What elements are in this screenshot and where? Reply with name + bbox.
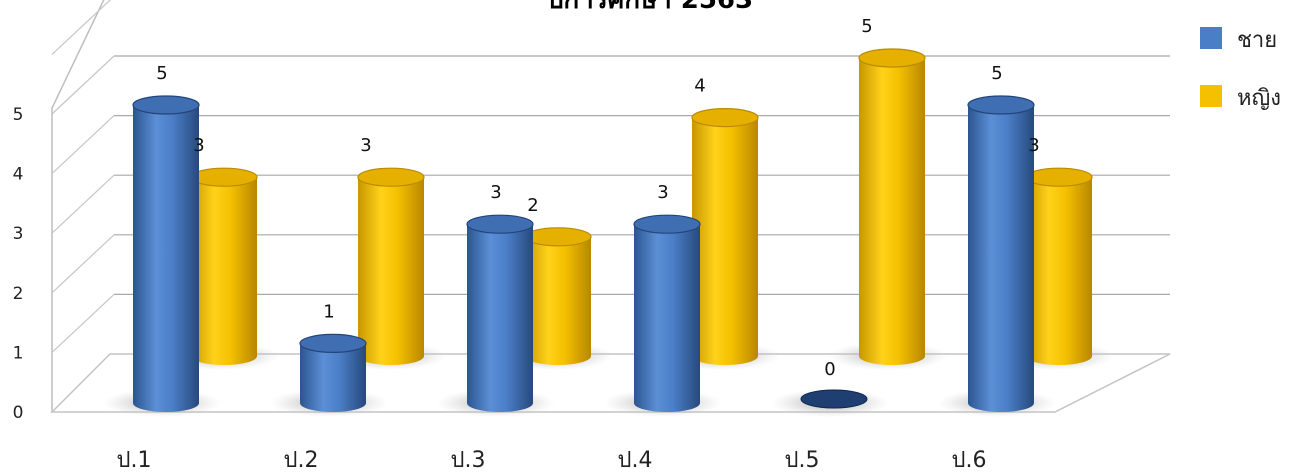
bar-body xyxy=(634,224,700,412)
grid-line-side xyxy=(51,174,115,234)
bar-5-1 xyxy=(1025,167,1093,365)
bar-2-1 xyxy=(524,227,592,365)
data-label: 5 xyxy=(861,16,872,37)
bar-top xyxy=(190,167,258,187)
data-label: 1 xyxy=(323,301,334,322)
bar-2-0 xyxy=(466,214,534,412)
bar-body xyxy=(692,117,758,365)
x-tick-label: ป.2 xyxy=(284,448,319,473)
bar-body xyxy=(859,58,925,365)
grid-line-side xyxy=(51,293,115,353)
grid-line-side xyxy=(51,115,115,175)
data-labels: 5 1 3 3 0 5 3 3 2 4 5 3 xyxy=(156,16,1039,380)
left-wall-top-edge xyxy=(51,0,105,109)
bar-3-0 xyxy=(633,214,701,412)
data-label: 0 xyxy=(824,359,835,380)
bar-body xyxy=(968,105,1034,412)
y-tick-label: 3 xyxy=(13,224,24,244)
bar-4-1 xyxy=(858,48,926,365)
bar-top xyxy=(357,167,425,187)
bar-top xyxy=(466,214,534,234)
bar-body xyxy=(358,177,424,365)
bar-top xyxy=(299,333,367,353)
y-tick-label: 4 xyxy=(13,165,24,185)
y-tick-label: 1 xyxy=(13,343,24,363)
bar-3-1 xyxy=(691,107,759,365)
x-tick-label: ป.3 xyxy=(451,448,486,473)
legend-label: หญิง xyxy=(1237,86,1281,111)
x-tick-label: ป.4 xyxy=(618,448,653,473)
legend-label: ชาย xyxy=(1237,28,1277,53)
bar-top xyxy=(633,214,701,234)
bar-body xyxy=(525,236,591,365)
data-label: 2 xyxy=(527,195,538,216)
bar-top xyxy=(967,95,1035,115)
bar-1-1 xyxy=(357,167,425,365)
bar-1-0 xyxy=(299,333,367,412)
chart-title: ปีการศึกษา 2563 xyxy=(546,0,753,15)
bars xyxy=(132,48,1093,412)
bar-0-1 xyxy=(190,167,258,365)
y-axis-ticks: 0 1 2 3 4 5 xyxy=(13,105,24,423)
bar-body xyxy=(133,105,199,412)
legend-swatch xyxy=(1200,27,1222,49)
x-tick-label: ป.6 xyxy=(952,448,987,473)
bar-top xyxy=(1025,167,1093,187)
bar-top xyxy=(132,95,200,115)
bar-5-0 xyxy=(967,95,1035,412)
bar-4-0 xyxy=(800,389,868,409)
y-tick-label: 0 xyxy=(13,403,24,423)
grid-line-side xyxy=(51,0,112,55)
data-label: 4 xyxy=(694,76,705,97)
x-tick-label: ป.1 xyxy=(117,448,152,473)
y-tick-label: 2 xyxy=(13,284,24,304)
x-tick-label: ป.5 xyxy=(785,448,820,473)
bar-body xyxy=(1026,177,1092,365)
bar-body xyxy=(467,224,533,412)
grid-line-side xyxy=(51,234,115,294)
data-label: 5 xyxy=(991,63,1002,84)
data-label: 3 xyxy=(1028,135,1039,156)
bar-body xyxy=(300,343,366,412)
bar-top xyxy=(691,107,759,128)
bar-top xyxy=(858,48,926,68)
data-label: 5 xyxy=(156,63,167,84)
grid-line-side xyxy=(51,55,115,115)
bar-body xyxy=(191,177,257,365)
data-label: 3 xyxy=(193,135,204,156)
x-axis-ticks: ป.1 ป.2 ป.3 ป.4 ป.5 ป.6 xyxy=(117,448,987,473)
bar-top xyxy=(524,227,592,247)
data-label: 3 xyxy=(657,182,668,203)
data-label: 3 xyxy=(490,182,501,203)
bar-0-0 xyxy=(132,95,200,412)
legend-swatch xyxy=(1200,85,1222,107)
y-tick-label: 5 xyxy=(13,105,24,125)
data-label: 3 xyxy=(360,135,371,156)
